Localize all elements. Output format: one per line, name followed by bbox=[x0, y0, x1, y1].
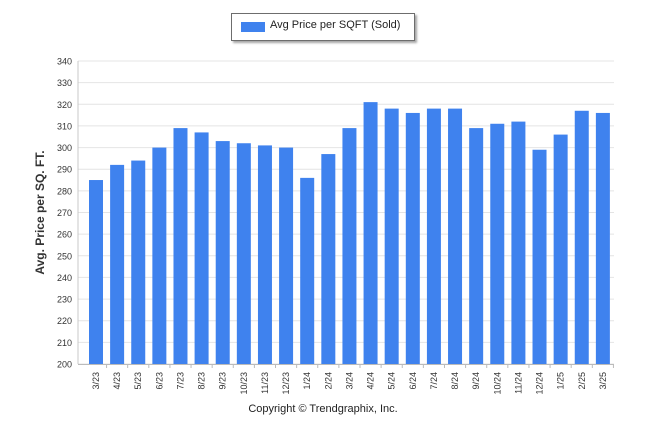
x-tick-label: 4/23 bbox=[112, 372, 122, 390]
x-tick-label: 11/23 bbox=[260, 372, 270, 394]
y-axis-label: Avg. Price per SQ. FT. bbox=[33, 150, 47, 274]
x-tick-label: 5/24 bbox=[387, 372, 397, 390]
bar-1-24 bbox=[300, 177, 315, 364]
x-tick-label: 10/23 bbox=[239, 372, 249, 395]
x-tick-label: 3/24 bbox=[344, 372, 354, 390]
y-tick-label: 270 bbox=[57, 208, 72, 218]
x-tick-label: 5/23 bbox=[133, 372, 143, 390]
bar-11-23 bbox=[257, 145, 272, 364]
bar-2-25 bbox=[574, 110, 589, 365]
bar-4-24 bbox=[363, 102, 378, 364]
x-tick-label: 1/25 bbox=[556, 372, 566, 390]
legend-swatch bbox=[241, 22, 265, 32]
x-tick-label: 6/23 bbox=[154, 372, 164, 390]
bar-9-24 bbox=[469, 128, 484, 364]
x-tick-label: 12/23 bbox=[281, 372, 291, 395]
bar-8-24 bbox=[448, 108, 463, 364]
bar-1-25 bbox=[553, 134, 568, 364]
bar-11-24 bbox=[511, 121, 526, 364]
bar-12-24 bbox=[532, 149, 547, 364]
bar-8-23 bbox=[194, 132, 209, 364]
x-tick-label: 2/24 bbox=[323, 372, 333, 390]
y-tick-label: 290 bbox=[57, 165, 72, 175]
y-tick-label: 320 bbox=[57, 100, 72, 110]
y-tick-label: 210 bbox=[57, 338, 72, 348]
y-tick-label: 330 bbox=[57, 78, 72, 88]
x-tick-label: 11/24 bbox=[513, 372, 523, 394]
y-tick-label: 200 bbox=[57, 360, 72, 370]
y-tick-label: 340 bbox=[57, 57, 72, 67]
y-tick-label: 230 bbox=[57, 295, 72, 305]
y-tick-label: 280 bbox=[57, 186, 72, 196]
bar-3-25 bbox=[595, 112, 610, 364]
bar-5-24 bbox=[384, 108, 399, 364]
x-tick-label: 4/24 bbox=[366, 372, 376, 390]
x-tick-label: 9/24 bbox=[471, 372, 481, 390]
x-tick-label: 8/24 bbox=[450, 372, 460, 390]
y-tick-label: 240 bbox=[57, 273, 72, 283]
x-tick-label: 6/24 bbox=[408, 372, 418, 390]
x-tick-label: 3/23 bbox=[91, 372, 101, 390]
bar-9-23 bbox=[215, 141, 230, 364]
copyright-text: Copyright © Trendgraphix, Inc. bbox=[248, 403, 398, 415]
x-tick-label: 10/24 bbox=[492, 372, 502, 395]
y-tick-label: 300 bbox=[57, 143, 72, 153]
bar-7-24 bbox=[426, 108, 441, 364]
bar-3-23 bbox=[89, 180, 103, 364]
x-tick-label: 12/24 bbox=[535, 372, 545, 395]
y-tick-label: 310 bbox=[57, 121, 72, 131]
x-tick-label: 7/23 bbox=[175, 372, 185, 390]
bar-7-23 bbox=[173, 128, 188, 364]
bar-10-23 bbox=[236, 143, 251, 364]
x-tick-label: 9/23 bbox=[218, 372, 228, 390]
x-tick-label: 8/23 bbox=[197, 372, 207, 390]
bar-6-23 bbox=[152, 147, 167, 364]
legend-label: Avg Price per SQFT (Sold) bbox=[270, 19, 401, 31]
bar-5-23 bbox=[131, 160, 146, 364]
bar-3-24 bbox=[342, 128, 357, 364]
bar-10-24 bbox=[490, 123, 505, 364]
y-tick-label: 220 bbox=[57, 316, 72, 326]
bar-6-24 bbox=[405, 112, 420, 364]
y-tick-label: 260 bbox=[57, 230, 72, 240]
x-tick-label: 7/24 bbox=[429, 372, 439, 390]
x-tick-label: 2/25 bbox=[577, 372, 587, 390]
x-tick-label: 3/25 bbox=[598, 372, 608, 390]
chart-legend: Avg Price per SQFT (Sold) bbox=[231, 13, 415, 41]
x-tick-label: 1/24 bbox=[302, 372, 312, 390]
bar-12-23 bbox=[279, 147, 294, 364]
bar-2-24 bbox=[321, 154, 336, 364]
y-tick-label: 250 bbox=[57, 251, 72, 261]
bar-4-23 bbox=[110, 164, 125, 364]
